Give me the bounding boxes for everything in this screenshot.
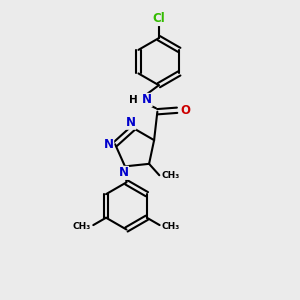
Text: H: H bbox=[129, 95, 138, 105]
Text: N: N bbox=[103, 138, 114, 151]
Text: N: N bbox=[126, 116, 136, 129]
Text: O: O bbox=[180, 104, 190, 117]
Text: CH₃: CH₃ bbox=[162, 222, 180, 231]
Text: Cl: Cl bbox=[152, 13, 165, 26]
Text: CH₃: CH₃ bbox=[161, 171, 180, 180]
Text: N: N bbox=[142, 93, 152, 106]
Text: CH₃: CH₃ bbox=[73, 222, 91, 231]
Text: N: N bbox=[118, 167, 128, 179]
